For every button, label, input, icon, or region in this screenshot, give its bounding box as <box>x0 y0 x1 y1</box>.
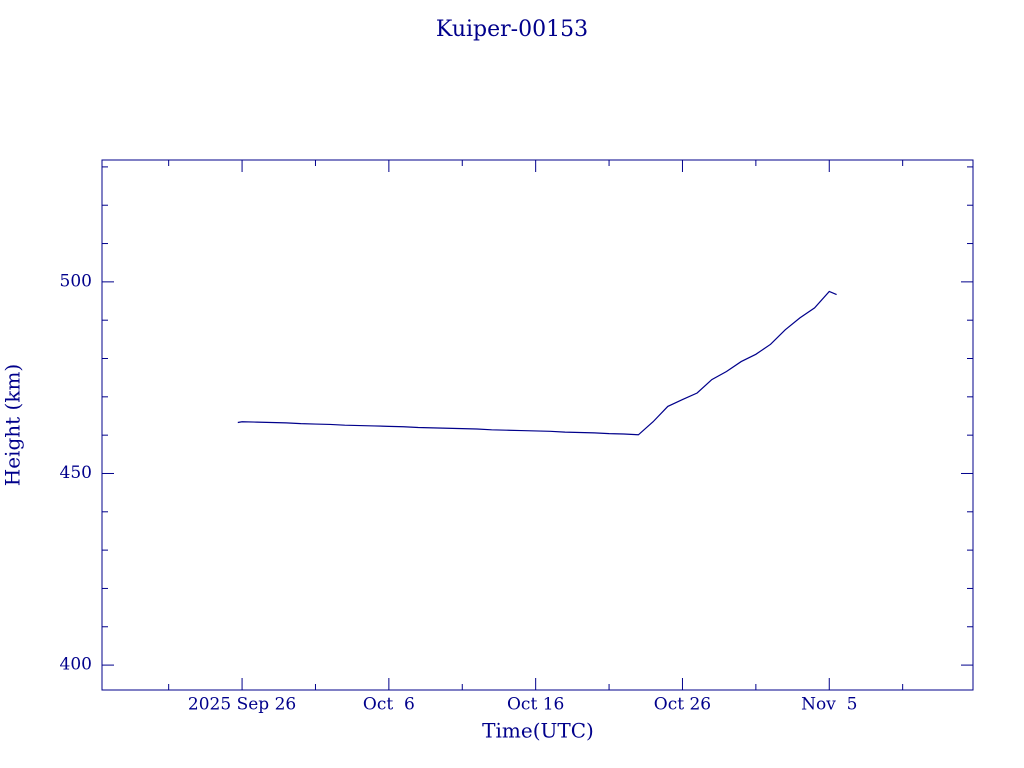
data-line <box>237 290 837 436</box>
plot-frame <box>101 159 974 691</box>
x-tick-label: Oct 6 <box>363 695 415 715</box>
x-tick-label: Nov 5 <box>801 695 857 715</box>
x-tick-label: Oct 16 <box>507 695 564 715</box>
y-axis-label: Height (km) <box>1 364 25 486</box>
x-tick-label: 2025 Sep 26 <box>188 695 296 715</box>
chart-title: Kuiper-00153 <box>436 17 588 42</box>
y-tick-label: 500 <box>60 271 92 291</box>
x-axis-label: Time(UTC) <box>482 719 594 743</box>
y-tick-label: 400 <box>60 655 92 675</box>
y-tick-label: 450 <box>60 463 92 483</box>
x-tick-label: Oct 26 <box>654 695 711 715</box>
